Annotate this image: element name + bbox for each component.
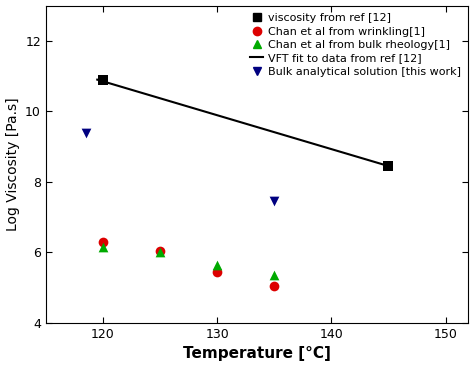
Point bbox=[99, 77, 107, 83]
Point bbox=[82, 130, 90, 135]
Point bbox=[99, 239, 107, 245]
Y-axis label: Log Viscosity [Pa.s]: Log Viscosity [Pa.s] bbox=[6, 98, 19, 231]
Point bbox=[156, 248, 164, 254]
Point bbox=[213, 262, 221, 268]
Point bbox=[213, 269, 221, 275]
Legend: viscosity from ref [12], Chan et al from wrinkling[1], Chan et al from bulk rheo: viscosity from ref [12], Chan et al from… bbox=[248, 11, 463, 79]
Point bbox=[271, 283, 278, 289]
Point bbox=[156, 250, 164, 255]
Point bbox=[271, 199, 278, 204]
Point bbox=[271, 272, 278, 278]
Point bbox=[385, 163, 392, 169]
Point bbox=[99, 244, 107, 250]
X-axis label: Temperature [°C]: Temperature [°C] bbox=[183, 346, 331, 361]
